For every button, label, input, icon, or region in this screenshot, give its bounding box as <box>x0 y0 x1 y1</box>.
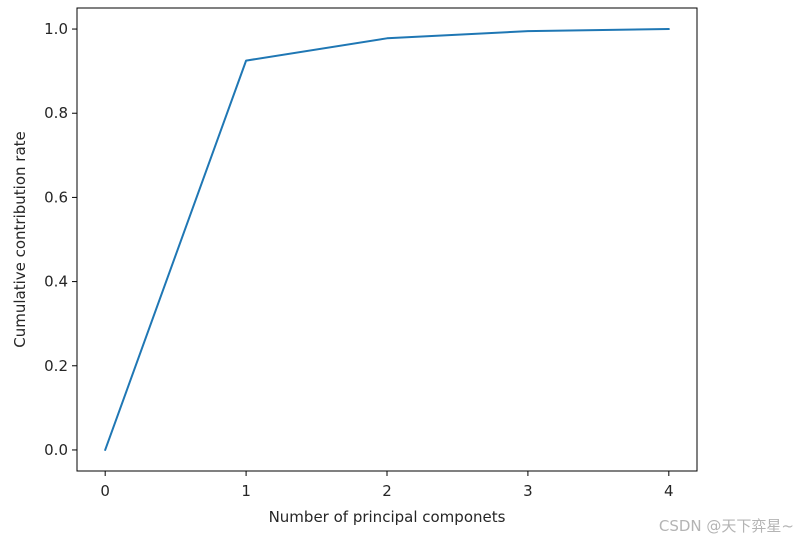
y-axis-label: Cumulative contribution rate <box>11 131 29 348</box>
y-tick-label: 0.4 <box>44 273 68 291</box>
y-axis-ticks: 0.0 0.2 0.4 0.6 0.8 1.0 <box>44 20 77 459</box>
y-tick-label: 1.0 <box>44 20 68 38</box>
watermark: CSDN @天下弈星~ <box>658 517 794 535</box>
x-axis-ticks: 0 1 2 3 4 <box>100 471 674 500</box>
x-tick-label: 4 <box>664 482 674 500</box>
plot-frame <box>76 7 698 472</box>
x-tick-label: 1 <box>241 482 251 500</box>
y-tick-label: 0.8 <box>44 104 68 122</box>
y-tick-label: 0.2 <box>44 357 68 375</box>
x-tick-label: 2 <box>382 482 392 500</box>
series-line <box>104 28 670 451</box>
x-tick-label: 0 <box>100 482 110 500</box>
y-tick-label: 0.0 <box>44 441 68 459</box>
x-axis-label: Number of principal componets <box>269 508 506 526</box>
x-tick-label: 3 <box>523 482 533 500</box>
y-tick-label: 0.6 <box>44 188 68 206</box>
